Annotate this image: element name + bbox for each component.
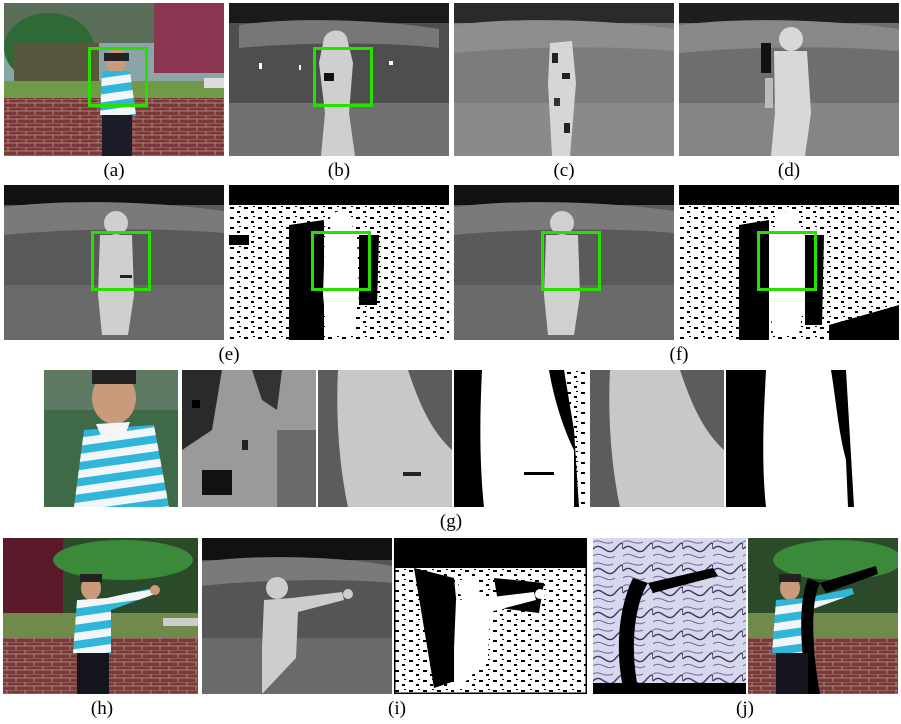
roi-box-f-mask (757, 231, 817, 291)
panel-c-depth-map (454, 3, 674, 156)
caption-b: (b) (327, 160, 351, 181)
panel-g-color-crop (44, 370, 178, 507)
roi-box-a (88, 47, 148, 107)
panel-j-color-image (748, 538, 898, 694)
roi-box-e (91, 231, 151, 291)
panel-e-error-mask (229, 185, 449, 340)
panel-a-color-image (4, 3, 224, 156)
panel-g-depth-crop-2 (318, 370, 452, 507)
caption-h: (h) (90, 698, 114, 719)
panel-i-error-mask (394, 538, 587, 694)
caption-a: (a) (103, 160, 125, 181)
panel-j-texture-map (593, 538, 746, 694)
panel-g-error-crop-1 (454, 370, 588, 507)
roi-box-b (313, 47, 373, 107)
panel-e-depth-map (4, 185, 224, 340)
caption-e: (e) (218, 344, 240, 365)
caption-d: (d) (777, 160, 801, 181)
panel-g-error-crop-2 (726, 370, 860, 507)
panel-f-depth-map (454, 185, 674, 340)
panel-h-color-image (3, 538, 198, 694)
roi-box-e-mask (311, 231, 371, 291)
caption-i: (i) (388, 698, 406, 719)
roi-box-f (541, 231, 601, 291)
caption-j: (j) (736, 698, 754, 719)
panel-g-depth-crop-1 (182, 370, 316, 507)
panel-f-error-mask (679, 185, 899, 340)
caption-g: (g) (439, 511, 463, 532)
panel-i-depth-map (202, 538, 392, 694)
panel-g-depth-crop-3 (590, 370, 724, 507)
panel-d-depth-map (679, 3, 899, 156)
caption-c: (c) (553, 160, 575, 181)
caption-f: (f) (669, 344, 689, 365)
panel-b-depth-map (229, 3, 449, 156)
